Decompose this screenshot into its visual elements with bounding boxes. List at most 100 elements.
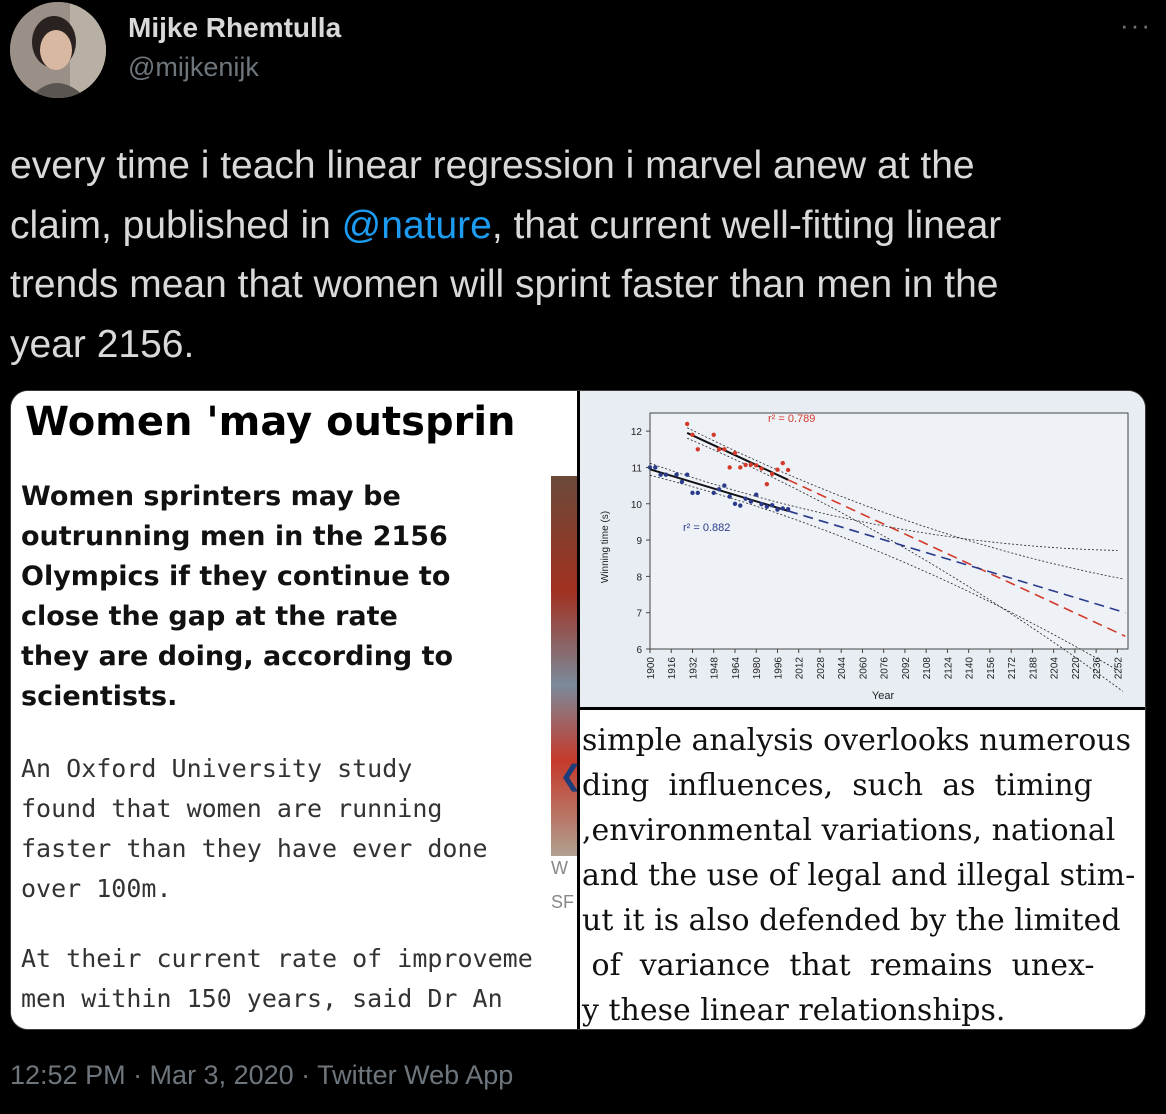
tweet-media[interactable]: Women 'may outsprin Women sprinters may … (10, 390, 1146, 1030)
data-point (780, 460, 785, 466)
paper-line: and the use of legal and illegal stim- (582, 858, 1136, 893)
avatar[interactable] (10, 2, 106, 98)
data-point (785, 467, 791, 473)
data-point (690, 432, 695, 437)
x-tick-label: 2092 (901, 657, 912, 680)
data-point (684, 472, 690, 477)
x-tick-label: 2076 (880, 657, 891, 680)
y-tick-label: 9 (636, 536, 642, 547)
data-point (769, 503, 775, 508)
data-point (775, 507, 780, 512)
photo-caption-line: W (551, 858, 568, 878)
x-tick-label: 1996 (773, 657, 784, 680)
x-tick-label: 1932 (688, 657, 699, 680)
x-tick-label: 2220 (1071, 657, 1082, 680)
news-body-continued: At their current rate of improveme men w… (21, 944, 533, 1013)
data-point (754, 463, 759, 468)
data-point (780, 506, 785, 511)
tweet-text-part: , that current well-fitting linear trend… (10, 203, 1002, 366)
user-handle[interactable]: @mijkenijk (128, 52, 259, 82)
y-tick-label: 8 (636, 572, 642, 583)
data-point (754, 492, 759, 497)
data-point (716, 487, 722, 492)
data-point (711, 490, 716, 496)
paper-line: simple analysis overlooks numerous (582, 723, 1131, 758)
paper-excerpt-image[interactable]: simple analysis overlooks numerous ding i… (577, 707, 1145, 1029)
x-tick-label: 2140 (965, 657, 976, 680)
data-point (748, 462, 754, 467)
x-tick-label: 2172 (1007, 657, 1018, 680)
x-tick-label: 2108 (922, 657, 933, 680)
tweet-timestamp[interactable]: 12:52 PM · Mar 3, 2020 · Twitter Web App (10, 1060, 514, 1090)
data-point (658, 472, 663, 477)
photo-caption: W SF (551, 851, 574, 919)
y-tick-label: 12 (631, 427, 643, 438)
fit-line-extrapolated (787, 479, 1126, 638)
confidence-band (687, 427, 1123, 580)
x-tick-label: 2012 (795, 657, 806, 680)
x-tick-label: 2204 (1050, 657, 1061, 680)
news-body: An Oxford University study found that wo… (21, 754, 488, 903)
tweet-text: every time i teach linear regression i m… (10, 136, 1150, 374)
data-point (769, 471, 775, 477)
data-point (653, 465, 658, 470)
y-axis-label: Winning time (s) (600, 511, 611, 583)
x-tick-label: 2060 (858, 657, 869, 680)
x-tick-label: 1964 (731, 657, 742, 680)
paper-text: simple analysis overlooks numerous ding i… (582, 718, 1137, 1029)
paper-line: ding influences, such as timing (582, 768, 1093, 803)
data-point (738, 465, 743, 470)
data-point (743, 496, 748, 501)
data-point (695, 490, 700, 496)
paper-line: of variance that remains unex- (582, 948, 1095, 983)
data-point (759, 501, 764, 507)
chart-image[interactable]: 6 7 8 9 10 11 12 1900 1916 1932 1948 1964 1980 1996 20… (577, 391, 1145, 707)
avatar-image (10, 2, 106, 98)
x-tick-label: 1980 (752, 657, 763, 680)
y-tick-label: 7 (636, 609, 642, 620)
paper-line: y these linear relationships. (582, 993, 1006, 1028)
news-photo (551, 476, 577, 856)
x-tick-label: 2188 (1028, 657, 1039, 680)
data-point (722, 447, 727, 452)
data-point (748, 499, 754, 504)
news-lead: Women sprinters may be outrunning men in… (21, 481, 454, 712)
data-point (663, 472, 669, 477)
data-point (732, 501, 738, 506)
data-point (684, 421, 690, 427)
photo-arrow-icon: ❮ (559, 759, 577, 792)
data-point (727, 494, 732, 499)
data-point (738, 503, 743, 508)
photo-caption-line: SF (551, 892, 575, 912)
x-tick-label: 2044 (837, 657, 848, 680)
x-tick-label: 2236 (1092, 657, 1103, 680)
data-point (711, 432, 716, 437)
data-point (764, 481, 770, 487)
x-tick-label: 2156 (986, 657, 997, 680)
y-tick-label: 10 (631, 500, 643, 511)
user-name[interactable]: Mijke Rhemtulla (128, 12, 342, 43)
x-tick-label: 2124 (943, 657, 954, 680)
data-point (759, 466, 764, 471)
y-tick-label: 11 (632, 463, 643, 474)
news-clipping-image[interactable]: Women 'may outsprin Women sprinters may … (11, 391, 577, 1029)
y-tick-label: 6 (636, 645, 642, 656)
fit-line-extrapolated (787, 510, 1126, 614)
data-point (743, 462, 748, 468)
data-point (722, 483, 727, 488)
data-point (775, 467, 780, 472)
x-tick-label: 2252 (1113, 657, 1124, 680)
data-point (716, 447, 722, 452)
tweet-text-part: every time i teach linear regression i m… (10, 144, 975, 247)
paper-line: ,environmental variations, national (582, 813, 1116, 848)
x-tick-label: 1900 (646, 657, 657, 680)
x-tick-label: 1948 (710, 657, 721, 680)
data-point (764, 504, 770, 509)
mention-link[interactable]: @nature (341, 203, 492, 247)
data-point (695, 447, 700, 452)
x-axis-label: Year (872, 690, 895, 702)
paper-line: ut it is also defended by the limited (582, 903, 1121, 938)
x-tick-label: 1916 (667, 657, 678, 680)
annotation-blue: r² = 0.882 (683, 522, 730, 534)
more-options-icon[interactable]: ··· (1120, 10, 1152, 40)
